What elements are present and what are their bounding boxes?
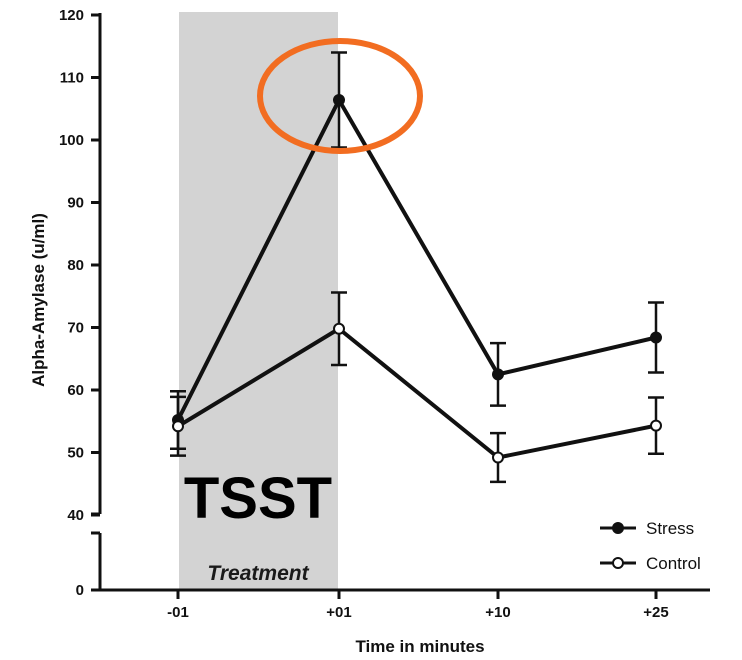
series-layer [170, 51, 664, 484]
series-line-stress [176, 98, 657, 421]
legend-control-label: Control [646, 554, 701, 573]
data-point-stress [333, 94, 345, 106]
x-tick-label: -01 [167, 604, 189, 621]
treatment-label: Treatment [207, 562, 309, 585]
legend-stress-label: Stress [646, 519, 694, 538]
treatment-shaded-region [179, 12, 338, 590]
y-tick-label: 0 [76, 582, 84, 599]
tsst-label: TSST [184, 466, 332, 531]
y-tick-label: 60 [67, 382, 84, 399]
series-control [170, 291, 664, 484]
y-tick-label: 40 [67, 507, 84, 524]
series-line-control [176, 326, 657, 460]
y-tick-label: 80 [67, 257, 84, 274]
x-ticks: -01 +01 +10 +25 [167, 590, 669, 621]
y-ticks: 0 40 50 60 70 80 90 100 110 120 [59, 7, 100, 599]
legend: Stress Control [600, 519, 701, 573]
y-tick-label: 120 [59, 7, 84, 24]
legend-stress-marker [612, 522, 624, 534]
y-tick-label: 110 [60, 70, 84, 87]
data-point-control [172, 420, 184, 433]
x-tick-label: +01 [326, 604, 351, 621]
legend-control-marker [612, 557, 624, 569]
y-tick-label: 50 [67, 445, 84, 462]
highlight-ellipse [257, 38, 423, 154]
x-axis-title: Time in minutes [355, 637, 484, 656]
y-tick-label: 90 [67, 195, 84, 212]
x-tick-label: +10 [485, 604, 510, 621]
data-point-control [492, 451, 504, 464]
data-point-stress [492, 368, 504, 381]
y-tick-label: 100 [59, 132, 84, 149]
x-tick-label: +25 [643, 604, 668, 621]
data-point-control [650, 419, 662, 432]
data-point-stress [650, 331, 662, 344]
y-axis-title: Alpha-Amylase (u/ml) [29, 213, 48, 387]
data-point-control [333, 322, 345, 335]
y-tick-label: 70 [67, 320, 84, 337]
